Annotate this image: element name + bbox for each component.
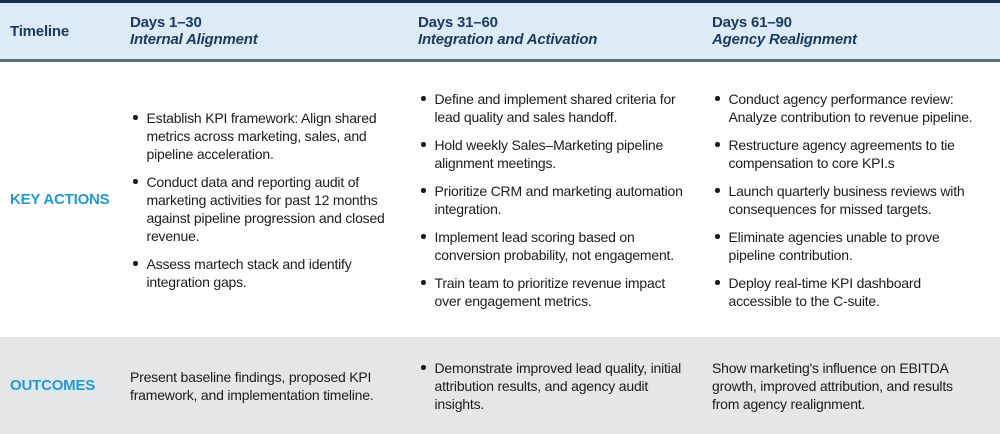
item-text: Demonstrate improved lead quality, initi… [434,359,682,412]
bullet-icon [421,142,426,147]
bullet-icon [421,365,426,370]
row-label-cell: OUTCOMES [10,337,130,434]
item-text: Launch quarterly business reviews with c… [728,182,965,217]
item-text: Deploy real-time KPI dashboard accessibl… [728,274,922,309]
bullet-icon [421,96,426,101]
bullet-icon [421,234,426,239]
bullet-item: Hold weekly Sales–Marketing pipeline ali… [418,136,690,172]
bullet-item: Eliminate agencies unable to prove pipel… [712,228,980,264]
bullet-item: Restructure agency agreements to tie com… [712,136,980,172]
key-actions-phase-2: Define and implement shared criteria for… [418,62,712,337]
bullet-icon [421,188,426,193]
bullet-icon [421,280,426,285]
item-text: Show marketing's influence on EBITDA gro… [712,359,953,412]
text-item: Show marketing's influence on EBITDA gro… [712,359,980,413]
item-text: Eliminate agencies unable to prove pipel… [728,228,940,263]
bullet-item: Implement lead scoring based on conversi… [418,228,690,264]
table-header-row: Timeline Days 1–30 Internal Alignment Da… [0,0,1000,62]
bullet-item: Train team to prioritize revenue impact … [418,274,690,310]
key-actions-row: KEY ACTIONS Establish KPI framework: Ali… [0,62,1000,337]
text-item: Present baseline findings, proposed KPI … [130,368,386,404]
row-label-outcomes: OUTCOMES [10,377,96,394]
item-text: Hold weekly Sales–Marketing pipeline ali… [434,136,664,171]
item-text: Conduct agency performance review: Analy… [728,90,973,125]
column-phase-name: Integration and Activation [418,31,598,48]
bullet-icon [715,188,720,193]
item-text: Implement lead scoring based on conversi… [434,228,675,263]
item-text: Conduct data and reporting audit of mark… [146,173,385,244]
bullet-icon [715,96,720,101]
key-actions-phase-3: Conduct agency performance review: Analy… [712,62,990,337]
column-days-range: Days 31–60 [418,14,498,31]
bullet-item: Demonstrate improved lead quality, initi… [418,359,690,413]
bullet-item: Deploy real-time KPI dashboard accessibl… [712,274,980,310]
bullet-icon [715,234,720,239]
bullet-item: Define and implement shared criteria for… [418,90,690,126]
outcomes-phase-1: Present baseline findings, proposed KPI … [130,337,418,434]
column-header-days-1-30: Days 1–30 Internal Alignment [130,14,418,48]
item-text: Assess martech stack and identify integr… [146,255,352,290]
bullet-icon [133,115,138,120]
row-label-key-actions: KEY ACTIONS [10,191,110,208]
item-text: Restructure agency agreements to tie com… [728,136,955,171]
row-label-cell: KEY ACTIONS [10,62,130,337]
bullet-item: Conduct data and reporting audit of mark… [130,173,386,245]
item-text: Define and implement shared criteria for… [434,90,676,125]
bullet-icon [715,142,720,147]
bullet-icon [715,280,720,285]
key-actions-phase-1: Establish KPI framework: Align shared me… [130,62,418,337]
bullet-icon [133,261,138,266]
item-text: Prioritize CRM and marketing automation … [434,182,683,217]
bullet-item: Launch quarterly business reviews with c… [712,182,980,218]
column-days-range: Days 1–30 [130,14,202,31]
bullet-item: Prioritize CRM and marketing automation … [418,182,690,218]
outcomes-phase-3: Show marketing's influence on EBITDA gro… [712,337,990,434]
column-phase-name: Internal Alignment [130,31,258,48]
column-header-days-61-90: Days 61–90 Agency Realignment [712,14,990,48]
bullet-icon [133,179,138,184]
bullet-item: Establish KPI framework: Align shared me… [130,109,386,163]
item-text: Establish KPI framework: Align shared me… [146,109,377,162]
column-days-range: Days 61–90 [712,14,792,31]
outcomes-phase-2: Demonstrate improved lead quality, initi… [418,337,712,434]
outcomes-row: OUTCOMES Present baseline findings, prop… [0,337,1000,434]
item-text: Present baseline findings, proposed KPI … [130,368,374,403]
bullet-item: Conduct agency performance review: Analy… [712,90,980,126]
column-phase-name: Agency Realignment [712,31,857,48]
item-text: Train team to prioritize revenue impact … [434,274,666,309]
bullet-item: Assess martech stack and identify integr… [130,255,386,291]
row-label-timeline: Timeline [10,22,69,40]
column-header-days-31-60: Days 31–60 Integration and Activation [418,14,712,48]
